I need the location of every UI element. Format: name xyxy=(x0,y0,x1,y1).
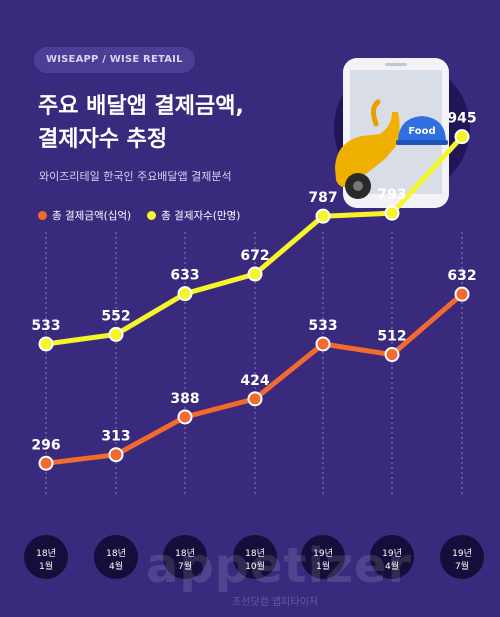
data-point-1-1 xyxy=(108,326,124,342)
x-tick-label-5-1: 4월 xyxy=(385,560,399,572)
food-box-label: Food xyxy=(408,126,435,137)
food-box-icon xyxy=(398,116,446,142)
x-tick-label-1-0: 18년 xyxy=(106,548,126,559)
data-label-1-1: 552 xyxy=(101,308,130,324)
data-point-0-1 xyxy=(108,447,124,463)
legend-item-payment: 총 결제금액(십억) xyxy=(38,208,131,223)
x-tick-label-3-0: 18년 xyxy=(245,548,265,559)
date-pill-5 xyxy=(370,535,414,579)
data-label-0-5: 512 xyxy=(377,329,406,345)
x-tick-label-4-0: 19년 xyxy=(313,548,333,559)
x-tick-label-6-0: 19년 xyxy=(452,548,472,559)
data-point-0-2 xyxy=(177,409,193,425)
date-pill-0 xyxy=(24,535,68,579)
x-tick-label-0-0: 18년 xyxy=(36,548,56,559)
data-point-0-6 xyxy=(454,286,470,302)
watermark-caption: 조선닷컴 앱피타이저 xyxy=(232,597,318,608)
data-label-0-6: 632 xyxy=(447,268,476,284)
scooter-wheel-hub-icon xyxy=(353,181,363,191)
chart-legend: 총 결제금액(십억) 총 결제자수(만명) xyxy=(38,208,240,223)
phone-speaker xyxy=(385,63,407,66)
data-label-0-4: 533 xyxy=(308,318,337,334)
data-point-1-0 xyxy=(38,336,54,352)
x-tick-label-2-0: 18년 xyxy=(175,548,195,559)
legend-label-payment: 총 결제금액(십억) xyxy=(52,210,132,222)
data-point-1-2 xyxy=(177,286,193,302)
data-point-1-6 xyxy=(454,129,470,145)
data-label-0-3: 424 xyxy=(240,373,269,389)
x-tick-label-0-1: 1월 xyxy=(39,560,53,572)
date-pill-3 xyxy=(233,535,277,579)
scooter-body-icon xyxy=(335,112,400,188)
data-label-1-5: 793 xyxy=(377,187,406,203)
data-label-0-2: 388 xyxy=(170,391,199,407)
date-pill-6 xyxy=(440,535,484,579)
date-pill-2 xyxy=(163,535,207,579)
data-point-0-0 xyxy=(38,455,54,471)
title-line-2: 결제자수 추정 xyxy=(38,127,168,152)
data-label-1-2: 633 xyxy=(170,268,199,284)
legend-dot-payers xyxy=(147,211,157,220)
date-pill-4 xyxy=(301,535,345,579)
title-line-1: 주요 배달앱 결제금액, xyxy=(38,94,244,119)
data-point-0-5 xyxy=(384,347,400,363)
data-point-1-5 xyxy=(384,205,400,221)
data-label-1-4: 787 xyxy=(308,190,337,206)
data-point-1-4 xyxy=(315,208,331,224)
legend-item-payers: 총 결제자수(만명) xyxy=(147,208,240,223)
data-label-1-6: 945 xyxy=(447,111,476,127)
data-label-0-1: 313 xyxy=(101,429,130,445)
x-tick-label-3-1: 10월 xyxy=(245,560,265,572)
data-label-1-0: 533 xyxy=(31,318,60,334)
watermark-logo: appetizer xyxy=(146,538,413,594)
source-badge: WISEAPP / WISE RETAIL xyxy=(34,47,195,73)
x-tick-label-1-1: 4월 xyxy=(109,560,123,572)
data-label-0-0: 296 xyxy=(31,437,60,453)
date-pill-1 xyxy=(94,535,138,579)
data-point-0-3 xyxy=(247,391,263,407)
scooter-handlebar-icon xyxy=(370,99,381,127)
data-point-1-3 xyxy=(247,266,263,282)
x-tick-label-2-1: 7월 xyxy=(178,560,192,572)
legend-dot-payment xyxy=(38,211,47,220)
page-title: 주요 배달앱 결제금액, 결제자수 추정 xyxy=(38,90,358,156)
x-tick-label-6-1: 7월 xyxy=(455,560,469,572)
legend-label-payers: 총 결제자수(만명) xyxy=(161,210,241,222)
x-tick-label-5-0: 19년 xyxy=(382,548,402,559)
food-box-base xyxy=(396,140,448,145)
x-tick-label-4-1: 1월 xyxy=(316,560,330,572)
data-label-1-3: 672 xyxy=(240,248,269,264)
data-point-0-4 xyxy=(315,336,331,352)
subtitle: 와이즈리테일 한국인 주요배달앱 결제분석 xyxy=(39,170,232,183)
